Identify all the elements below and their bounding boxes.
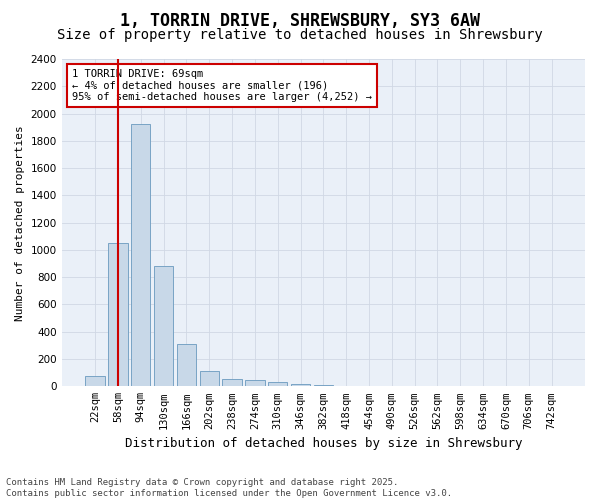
Text: 1, TORRIN DRIVE, SHREWSBURY, SY3 6AW: 1, TORRIN DRIVE, SHREWSBURY, SY3 6AW (120, 12, 480, 30)
Text: Size of property relative to detached houses in Shrewsbury: Size of property relative to detached ho… (57, 28, 543, 42)
Bar (223, 379, 242, 386)
Bar (131, 124, 151, 386)
Bar (245, 380, 265, 386)
Text: Contains HM Land Registry data © Crown copyright and database right 2025.
Contai: Contains HM Land Registry data © Crown c… (6, 478, 452, 498)
Bar (200, 372, 219, 386)
X-axis label: Distribution of detached houses by size in Shrewsbury: Distribution of detached houses by size … (125, 437, 522, 450)
Bar (177, 344, 196, 387)
Bar (291, 384, 310, 386)
Bar (268, 382, 287, 386)
Y-axis label: Number of detached properties: Number of detached properties (15, 125, 25, 320)
Text: 1 TORRIN DRIVE: 69sqm
← 4% of detached houses are smaller (196)
95% of semi-deta: 1 TORRIN DRIVE: 69sqm ← 4% of detached h… (72, 69, 372, 102)
Bar (154, 266, 173, 386)
Bar (108, 243, 128, 386)
Bar (85, 376, 105, 386)
Bar (314, 385, 333, 386)
